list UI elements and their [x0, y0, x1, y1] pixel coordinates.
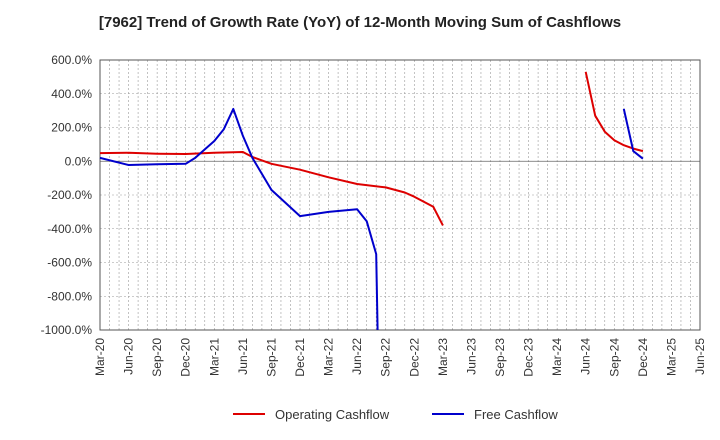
plot-frame	[99, 59, 701, 331]
y-tick-label: -800.0%	[47, 289, 92, 303]
y-tick-label: 200.0%	[51, 121, 92, 135]
series-line-free-cashflow	[622, 108, 644, 160]
x-tick-label: Sep-23	[493, 338, 507, 377]
y-tick-label: -200.0%	[47, 188, 92, 202]
y-tick-label: -1000.0%	[41, 323, 93, 337]
y-tick-label: -400.0%	[47, 222, 92, 236]
x-tick-label: Dec-24	[636, 338, 650, 377]
x-tick-label: Dec-23	[522, 338, 536, 377]
x-tick-label: Jun-21	[236, 338, 250, 375]
axes: 600.0% 400.0% 200.0% 0.0% -200.0% -400.0% -600…	[41, 53, 707, 377]
series-line-free-cashflow	[99, 107, 379, 331]
legend: Operating Cashflow Free Cashflow	[233, 407, 558, 422]
x-tick-label: Jun-20	[122, 338, 136, 375]
x-tick-label: Mar-21	[207, 338, 221, 376]
series-lines	[99, 71, 644, 331]
legend-label: Operating Cashflow	[275, 407, 390, 422]
x-tick-label: Mar-23	[436, 338, 450, 376]
x-tick-label: Mar-25	[664, 338, 678, 376]
y-tick-label: -600.0%	[47, 256, 92, 270]
x-tick-label: Sep-24	[607, 338, 621, 377]
x-tick-label: Dec-20	[179, 338, 193, 377]
x-tick-label: Jun-22	[350, 338, 364, 375]
x-tick-label: Dec-22	[407, 338, 421, 377]
y-tick-label: 0.0%	[65, 154, 93, 168]
series-line-operating-cashflow	[99, 151, 444, 226]
x-tick-label: Jun-24	[579, 338, 593, 375]
x-tick-label: Jun-25	[693, 338, 707, 375]
x-tick-label: Mar-24	[550, 338, 564, 376]
y-tick-label: 600.0%	[51, 53, 92, 67]
x-tick-label: Sep-20	[150, 338, 164, 377]
x-tick-label: Sep-22	[379, 338, 393, 377]
legend-label: Free Cashflow	[474, 407, 558, 422]
grid	[99, 59, 701, 331]
x-tick-label: Mar-22	[322, 338, 336, 376]
series-line-operating-cashflow	[584, 71, 644, 153]
x-tick-label: Dec-21	[293, 338, 307, 377]
x-tick-label: Mar-20	[93, 338, 107, 376]
chart-title: [7962] Trend of Growth Rate (YoY) of 12-…	[98, 14, 622, 31]
y-tick-label: 400.0%	[51, 87, 92, 101]
x-tick-label: Jun-23	[464, 338, 478, 375]
x-tick-label: Sep-21	[264, 338, 278, 377]
